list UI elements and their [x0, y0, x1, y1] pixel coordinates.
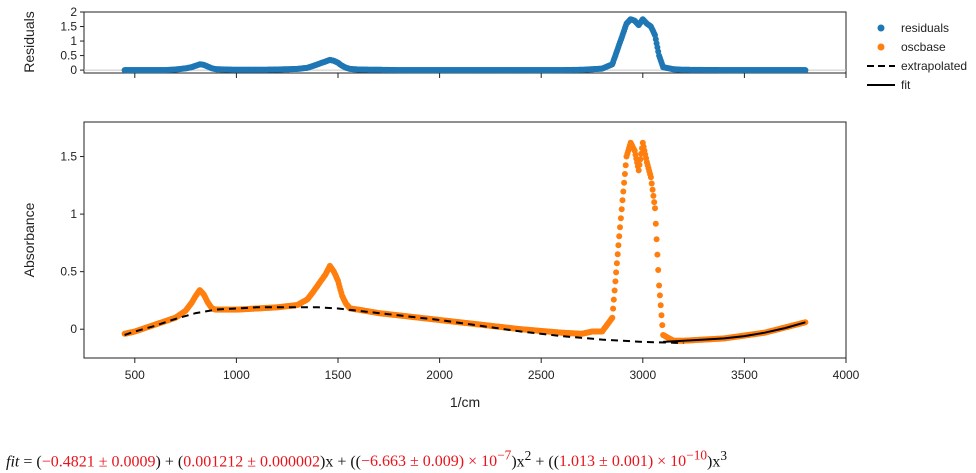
formula-lhs: fit	[6, 453, 20, 471]
oscbase-point	[658, 312, 665, 319]
oscbase-point	[659, 322, 666, 329]
oscbase-point	[656, 292, 663, 299]
formula-coef-3: 1.013 ± 0.001) × 10−10	[559, 448, 707, 471]
residual-point	[802, 67, 809, 74]
oscbase-point	[621, 171, 628, 177]
residuals-y-tick-label: 0	[70, 63, 77, 77]
fit-formula: fit = (−0.4821 ± 0.0009) + (0.001212 ± 0…	[6, 448, 966, 471]
oscbase-point	[648, 180, 655, 187]
extrapolated-line	[124, 306, 684, 344]
formula-text: )x	[511, 453, 525, 471]
oscbase-point	[654, 251, 661, 258]
absorbance-plot: 0 0.5 1 1.5 500 1000 1500 2000 2500 3000 3500 4000	[60, 139, 860, 382]
legend-oscbase-marker	[877, 43, 885, 51]
oscbase-point	[647, 174, 654, 181]
formula-coef-2-exponent: −7	[497, 448, 512, 463]
formula-coef-3-exponent: −10	[686, 448, 708, 463]
formula-coef-0: −0.4821 ± 0.0009	[41, 453, 156, 471]
absorbance-plot-frame	[83, 121, 847, 359]
oscbase-point	[613, 269, 620, 276]
formula-text: = (	[19, 453, 42, 471]
absorbance-y-tick-label: 0.5	[60, 265, 77, 279]
formula-coef-3-mantissa: 1.013 ± 0.001) × 10	[559, 453, 687, 471]
formula-text: ) + (	[155, 453, 184, 471]
formula-text: )x + ((	[319, 453, 361, 471]
oscbase-point	[621, 179, 628, 186]
formula-coef-2-mantissa: −6.663 ± 0.009) × 10	[361, 453, 498, 471]
oscbase-point	[618, 206, 625, 213]
residuals-y-tick-label: 1	[70, 34, 77, 48]
oscbase-point	[610, 305, 617, 312]
legend-fit-label: fit	[901, 78, 911, 92]
legend-residuals-label: residuals	[901, 21, 949, 35]
x-tick-label: 1000	[223, 368, 250, 382]
oscbase-point	[619, 197, 626, 204]
x-tick-label: 3000	[629, 368, 656, 382]
fit-line	[663, 321, 806, 343]
x-tick-label: 500	[125, 368, 145, 382]
legend-residuals-marker	[877, 24, 885, 32]
oscbase-point	[609, 314, 616, 321]
residuals-y-axis-label: Residuals	[21, 11, 37, 72]
oscbase-point	[622, 162, 629, 169]
oscbase-point	[653, 236, 660, 243]
oscbase-point	[611, 287, 618, 294]
formula-power-2: 2	[524, 448, 532, 463]
legend-oscbase-label: oscbase	[901, 40, 946, 54]
legend-extrapolated-label: extrapolated	[901, 59, 967, 73]
absorbance-y-tick-label: 1.5	[60, 150, 77, 164]
oscbase-point	[650, 192, 657, 199]
formula-text: + ((	[531, 453, 560, 471]
x-tick-label: 3500	[731, 368, 758, 382]
x-tick-label: 4000	[833, 368, 860, 382]
residuals-plot: 00.511.52	[60, 5, 847, 78]
oscbase-point	[651, 199, 658, 206]
formula-coef-2: −6.663 ± 0.009) × 10−7	[361, 448, 511, 471]
formula-coef-1: 0.001212 ± 0.000002	[183, 453, 320, 471]
absorbance-y-axis-label: Absorbance	[21, 202, 37, 277]
formula-text: )x	[707, 453, 721, 471]
oscbase-point	[615, 242, 622, 249]
oscbase-point	[649, 186, 656, 193]
oscbase-point	[637, 156, 644, 163]
oscbase-point	[617, 215, 624, 222]
residuals-y-tick-label: 1.5	[60, 20, 77, 34]
absorbance-y-tick-label: 0	[70, 322, 77, 336]
oscbase-point	[614, 251, 621, 258]
oscbase-point	[652, 205, 658, 212]
x-tick-label: 2500	[528, 368, 555, 382]
formula-power-3: 3	[720, 448, 728, 463]
oscbase-point	[620, 188, 627, 195]
oscbase-point	[612, 278, 619, 285]
residuals-y-tick-label: 0.5	[60, 49, 77, 63]
oscbase-point	[616, 233, 623, 240]
oscbase-point	[613, 260, 620, 267]
oscbase-point	[635, 167, 642, 174]
x-axis-label: 1/cm	[450, 394, 480, 410]
oscbase-point	[657, 302, 664, 309]
absorbance-y-tick-label: 1	[70, 207, 77, 221]
oscbase-point	[656, 282, 663, 289]
oscbase-point	[655, 267, 662, 273]
oscbase-point	[652, 220, 659, 227]
oscbase-point	[617, 224, 623, 231]
x-tick-label: 2000	[426, 368, 453, 382]
x-tick-label: 1500	[325, 368, 352, 382]
oscbase-point	[610, 296, 617, 303]
legend: residuals oscbase extrapolated fit	[867, 21, 967, 92]
oscbase-point	[636, 161, 643, 168]
residuals-y-tick-label: 2	[70, 5, 77, 19]
